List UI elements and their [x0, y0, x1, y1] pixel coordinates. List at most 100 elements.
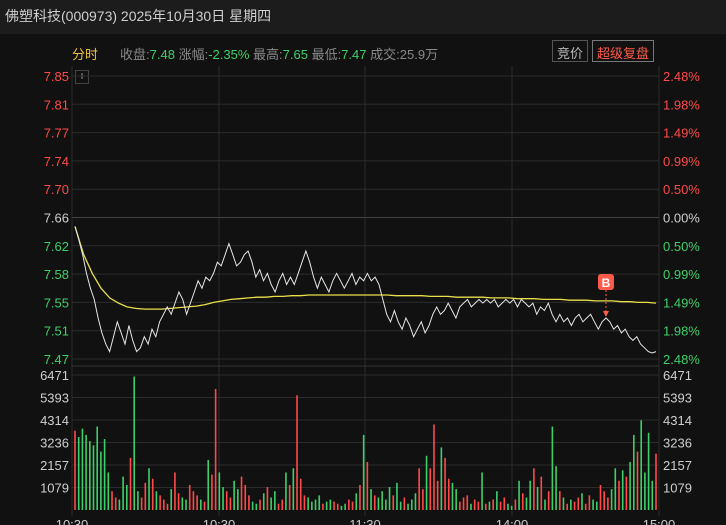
- volume-bar: [595, 501, 598, 510]
- volume-bar: [444, 457, 446, 510]
- close-value: 7.48: [149, 47, 175, 62]
- pct-tick-label: 1.98%: [663, 97, 700, 112]
- volume-bar: [100, 451, 102, 510]
- volume-bar: [177, 493, 180, 510]
- volume-bar: [225, 491, 228, 510]
- volume-bar: [111, 491, 113, 510]
- volume-bar: [155, 491, 158, 510]
- volume-bar: [514, 499, 517, 510]
- volume-bar: [503, 497, 506, 510]
- volume-bar: [214, 388, 217, 510]
- volume-bar: [562, 497, 565, 510]
- volume-bar: [484, 503, 487, 510]
- volume-bar: [492, 499, 494, 510]
- volume-bar: [544, 499, 546, 510]
- volume-bar: [518, 480, 520, 510]
- volume-bar: [274, 491, 276, 510]
- high-value: 7.65: [282, 47, 308, 62]
- volume-bar: [566, 503, 568, 510]
- pct-tick-label: 1.98%: [663, 324, 700, 339]
- price-tick-label: 7.55: [44, 295, 69, 310]
- price-tick-label: 7.85: [44, 69, 69, 84]
- intraday-mode-label[interactable]: 分时: [72, 47, 99, 62]
- volume-bar: [185, 499, 187, 510]
- volume-bar: [288, 484, 291, 510]
- info-bar: 分时 收盘:7.48 涨幅:-2.35% 最高:7.65 最低:7.47 成交:…: [0, 38, 726, 64]
- volume-bar: [74, 430, 76, 510]
- volume-bar: [507, 503, 509, 510]
- volume-bar: [248, 495, 250, 510]
- pct-tick-label: 0.99%: [663, 154, 700, 169]
- volume-tick-label: 6471: [663, 368, 692, 383]
- price-tick-label: 7.47: [44, 352, 69, 367]
- volume-bar: [200, 499, 202, 510]
- volume-bar: [496, 491, 498, 510]
- volume-bar: [336, 503, 339, 510]
- volume-value: 25.9万: [399, 47, 439, 62]
- volume-bar: [207, 459, 210, 510]
- volume-bar: [436, 480, 439, 510]
- volume-bar: [96, 426, 99, 510]
- volume-bar: [163, 499, 165, 510]
- volume-bar: [651, 480, 654, 510]
- volume-bar: [462, 497, 465, 510]
- volume-bar: [266, 487, 269, 510]
- pct-tick-label: 1.49%: [663, 126, 700, 141]
- volume-bar: [181, 497, 184, 510]
- volume-label: 成交:: [370, 47, 400, 62]
- pct-tick-label: 0.50%: [663, 239, 700, 254]
- super-replay-button[interactable]: 超级复盘: [592, 40, 655, 62]
- volume-tick-label: 4314: [663, 413, 692, 428]
- volume-bar: [451, 482, 454, 510]
- volume-bar: [329, 499, 332, 510]
- window-title: 佛塑科技(000973) 2025年10月30日 星期四: [0, 0, 726, 34]
- volume-bar: [625, 476, 628, 510]
- volume-bar: [144, 482, 147, 510]
- volume-bar: [647, 432, 650, 510]
- pct-tick-label: 0.99%: [663, 267, 700, 282]
- volume-bar: [340, 505, 343, 510]
- volume-bar: [629, 462, 631, 510]
- volume-bar: [122, 476, 124, 510]
- volume-bar: [196, 495, 198, 510]
- volume-bar: [536, 487, 539, 510]
- auction-button[interactable]: 竞价: [552, 40, 589, 62]
- volume-bar: [610, 489, 613, 510]
- volume-bar: [425, 455, 428, 510]
- volume-tick-label: 1079: [40, 480, 69, 495]
- volume-bar: [540, 476, 543, 510]
- volume-bar: [151, 478, 154, 510]
- volume-bar: [440, 447, 443, 510]
- volume-bar: [348, 499, 350, 510]
- price-tick-label: 7.66: [44, 211, 69, 226]
- volume-bar: [192, 491, 195, 510]
- pct-tick-label: 0.00%: [663, 211, 700, 226]
- volume-bar: [618, 480, 620, 510]
- volume-bar: [603, 491, 605, 510]
- price-tick-label: 7.74: [44, 154, 69, 169]
- volume-bar: [477, 501, 480, 510]
- time-tick-label: 15:00: [643, 517, 676, 525]
- volume-bar: [318, 495, 321, 510]
- time-tick-label: 14:00: [496, 517, 529, 525]
- low-label: 最低:: [311, 47, 342, 62]
- volume-bar: [262, 493, 265, 510]
- volume-bar: [388, 487, 391, 510]
- volume-bar: [429, 468, 432, 510]
- volume-bar: [307, 497, 309, 510]
- volume-bar: [118, 499, 121, 510]
- volume-bar: [607, 497, 609, 510]
- volume-bar: [240, 476, 243, 510]
- volume-bar: [303, 495, 306, 510]
- volume-bar: [525, 497, 528, 510]
- price-tick-label: 7.58: [44, 267, 69, 282]
- volume-tick-label: 5393: [40, 390, 69, 405]
- volume-bar: [270, 497, 272, 510]
- volume-bar: [325, 501, 328, 510]
- volume-bar: [233, 480, 235, 510]
- volume-bar: [218, 472, 221, 510]
- volume-tick-label: 5393: [663, 390, 692, 405]
- volume-bar: [148, 468, 150, 510]
- close-label: 收盘:: [120, 47, 150, 62]
